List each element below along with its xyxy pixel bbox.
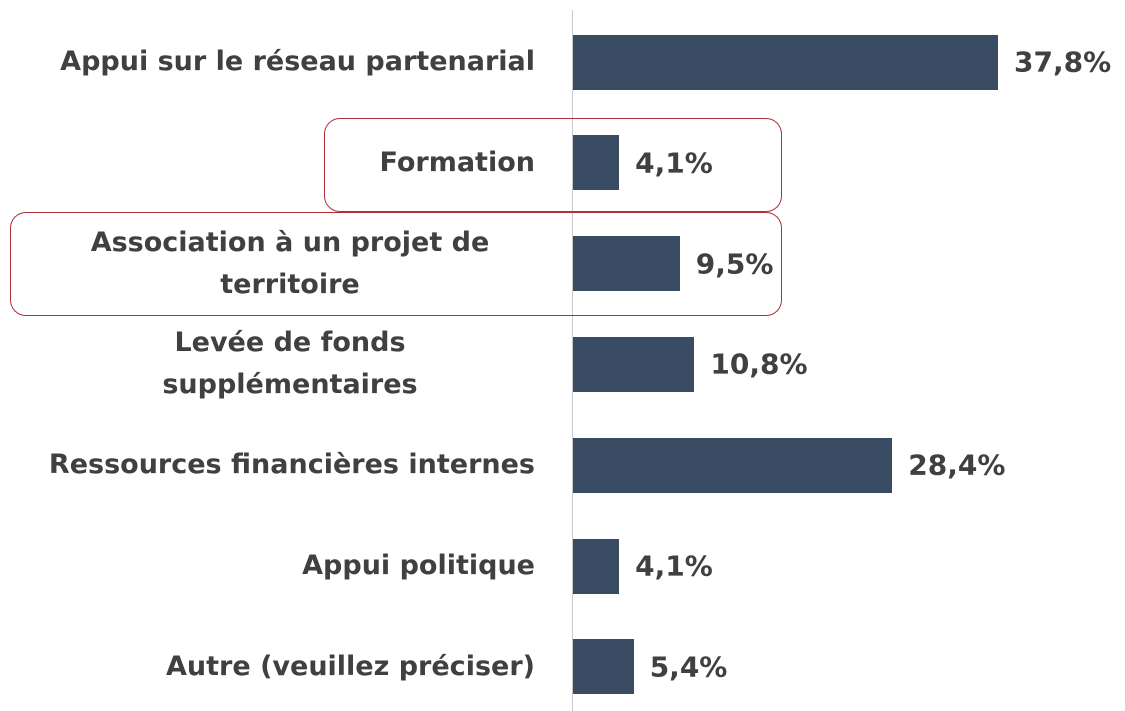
value-label: 4,1%: [635, 549, 713, 583]
highlight-box: [10, 212, 782, 316]
value-label: 10,8%: [710, 347, 808, 381]
bar: [573, 336, 695, 392]
bar: [573, 538, 620, 594]
highlight-box: [324, 118, 782, 212]
category-label: Appui politique: [302, 550, 535, 581]
value-label: 9,5%: [695, 247, 774, 281]
bar: [573, 639, 634, 695]
category-label: Formation: [379, 146, 535, 178]
bar: [573, 236, 680, 292]
axis-line: [572, 10, 573, 711]
value-label: 5,4%: [649, 650, 728, 684]
value-label: 28,4%: [908, 448, 1006, 482]
bar: [573, 135, 620, 191]
category-label: Appui sur le réseau partenarial: [60, 46, 535, 77]
category-label: Association à un projet de territoire: [90, 226, 490, 300]
bar: [573, 34, 998, 90]
category-label: Levée de fonds supplémentaires: [162, 327, 418, 401]
value-label: 4,1%: [635, 146, 713, 180]
category-label: Ressources financières internes: [48, 449, 535, 481]
value-label: 37,8%: [1014, 45, 1112, 79]
category-label: Autre (veuillez préciser): [166, 650, 535, 682]
bar: [573, 437, 893, 493]
